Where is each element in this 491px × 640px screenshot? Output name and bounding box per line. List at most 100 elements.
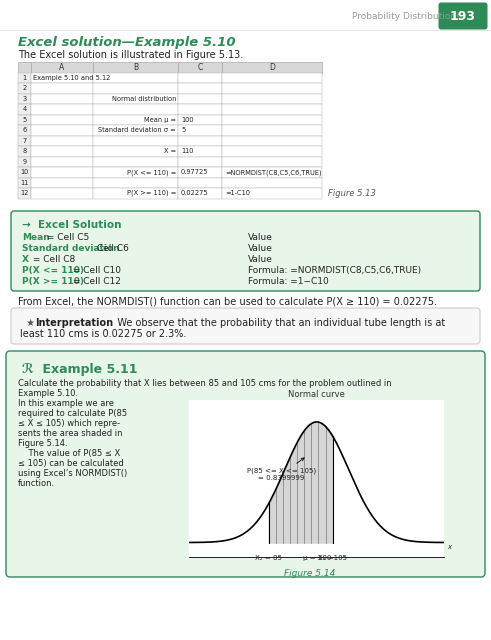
Bar (222, 157, 322, 167)
Text: X₁ =105: X₁ =105 (318, 555, 347, 561)
Bar (18, 177, 31, 188)
Text: 10: 10 (20, 169, 28, 175)
Text: Figure 5.14.: Figure 5.14. (18, 439, 68, 448)
Bar (93, 72, 178, 83)
Bar (18, 72, 31, 83)
Text: function.: function. (18, 479, 55, 488)
Text: X =: X = (164, 148, 176, 154)
Text: =NORMDIST(C8,C5,C6,TRUE): =NORMDIST(C8,C5,C6,TRUE) (225, 169, 322, 175)
Text: Figure 5.14: Figure 5.14 (284, 568, 336, 577)
Text: X₂ = 85: X₂ = 85 (255, 555, 282, 561)
Text: 4: 4 (23, 106, 27, 112)
Text: →  Excel Solution: → Excel Solution (22, 220, 121, 230)
Text: The value of P(85 ≤ X: The value of P(85 ≤ X (18, 449, 120, 458)
Text: In this example we are: In this example we are (18, 399, 114, 408)
Bar (222, 62, 322, 72)
Text: 8: 8 (23, 148, 27, 154)
Text: 1: 1 (23, 75, 27, 81)
Bar (18, 62, 31, 72)
Text: Calculate the probability that X lies between 85 and 105 cms for the problem out: Calculate the probability that X lies be… (18, 379, 392, 388)
Bar (93, 146, 178, 157)
Bar (93, 177, 178, 188)
Text: 0.97725: 0.97725 (181, 169, 209, 175)
Bar (31, 125, 93, 136)
Text: 7: 7 (23, 138, 27, 144)
Bar (178, 157, 222, 167)
Bar (222, 115, 322, 125)
Bar (31, 72, 93, 83)
Bar (18, 93, 31, 104)
Text: The Excel solution is illustrated in Figure 5.13.: The Excel solution is illustrated in Fig… (18, 50, 243, 60)
Bar (178, 72, 222, 83)
Bar (93, 125, 178, 136)
Text: Mean μ =: Mean μ = (144, 116, 176, 123)
FancyBboxPatch shape (11, 308, 480, 344)
Bar (18, 167, 31, 177)
Bar (31, 93, 93, 104)
Bar (18, 104, 31, 115)
Text: 9: 9 (23, 159, 27, 164)
Bar (18, 115, 31, 125)
Bar (178, 104, 222, 115)
Bar (31, 167, 93, 177)
Text: P(X <= 110): P(X <= 110) (22, 266, 84, 275)
Bar (178, 167, 222, 177)
Bar (93, 104, 178, 115)
Text: Standard deviation: Standard deviation (22, 244, 120, 253)
Text: Standard deviation σ =: Standard deviation σ = (98, 127, 176, 133)
Text: =1-C10: =1-C10 (225, 190, 250, 196)
Text: A: A (59, 63, 65, 72)
Bar (18, 188, 31, 198)
Bar (93, 157, 178, 167)
Text: Cell C6: Cell C6 (94, 244, 129, 253)
Text: required to calculate P(85: required to calculate P(85 (18, 409, 127, 418)
Text: 11: 11 (20, 180, 28, 186)
Text: 100: 100 (181, 116, 193, 123)
Text: = Cell C8: = Cell C8 (30, 255, 75, 264)
Bar (93, 188, 178, 198)
Bar (222, 146, 322, 157)
Text: μ = 100: μ = 100 (302, 555, 331, 561)
Bar (93, 115, 178, 125)
Bar (18, 125, 31, 136)
Text: Formula: =NORMDIST(C8,C5,C6,TRUE): Formula: =NORMDIST(C8,C5,C6,TRUE) (248, 266, 421, 275)
Text: Interpretation: Interpretation (35, 318, 113, 328)
Text: Probability Distributions: Probability Distributions (352, 12, 461, 21)
Bar (178, 83, 222, 93)
Text: We observe that the probability that an individual tube length is at: We observe that the probability that an … (108, 318, 445, 328)
Text: 2: 2 (23, 85, 27, 92)
Bar (93, 136, 178, 146)
Bar (31, 188, 93, 198)
Text: = Cell C12: = Cell C12 (70, 277, 121, 286)
Bar (31, 146, 93, 157)
Text: sents the area shaded in: sents the area shaded in (18, 429, 122, 438)
Text: Value: Value (248, 244, 273, 253)
Bar (222, 177, 322, 188)
Title: Normal curve: Normal curve (288, 390, 345, 399)
Text: Formula: =1−C10: Formula: =1−C10 (248, 277, 329, 286)
Text: D: D (269, 63, 275, 72)
Text: From Excel, the NORMDIST() function can be used to calculate P(X ≥ 110) = 0.0227: From Excel, the NORMDIST() function can … (18, 297, 437, 307)
Text: B: B (133, 63, 138, 72)
Bar (178, 125, 222, 136)
Bar (222, 83, 322, 93)
Bar (31, 177, 93, 188)
Bar (93, 83, 178, 93)
Text: 193: 193 (450, 10, 476, 22)
Bar (178, 62, 222, 72)
Text: ★: ★ (20, 318, 41, 328)
Text: C: C (197, 63, 203, 72)
Text: ℛ  Example 5.11: ℛ Example 5.11 (22, 363, 137, 376)
Text: 0.02275: 0.02275 (181, 190, 209, 196)
Text: = Cell C5: = Cell C5 (44, 233, 89, 242)
Bar (178, 188, 222, 198)
Text: 3: 3 (23, 96, 27, 102)
Text: Mean: Mean (22, 233, 50, 242)
Bar (93, 62, 178, 72)
Bar (18, 83, 31, 93)
Bar (222, 93, 322, 104)
Bar (222, 72, 322, 83)
Bar (178, 136, 222, 146)
Text: Example 5.10.: Example 5.10. (18, 389, 78, 398)
Text: 5: 5 (23, 116, 27, 123)
